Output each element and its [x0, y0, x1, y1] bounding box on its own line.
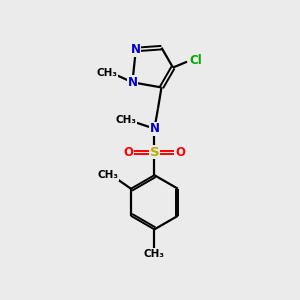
Text: CH₃: CH₃ [144, 249, 165, 259]
Text: S: S [150, 146, 159, 159]
Text: Cl: Cl [189, 54, 202, 67]
Text: N: N [149, 122, 159, 135]
Text: N: N [128, 76, 137, 89]
Text: O: O [124, 146, 134, 159]
Text: CH₃: CH₃ [98, 170, 118, 181]
Text: N: N [131, 43, 141, 56]
Text: CH₃: CH₃ [96, 68, 117, 78]
Text: O: O [175, 146, 185, 159]
Text: CH₃: CH₃ [116, 116, 137, 125]
